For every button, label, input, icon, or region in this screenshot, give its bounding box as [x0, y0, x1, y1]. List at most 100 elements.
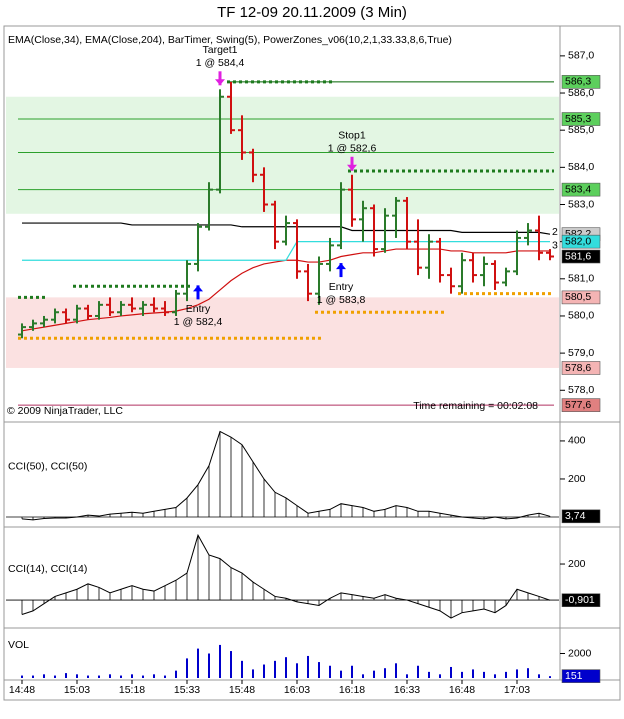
volume-bar	[65, 673, 67, 678]
volume-bar	[285, 657, 287, 678]
volume-bar	[87, 675, 89, 678]
chart-title: TF 12-09 20.11.2009 (3 Min)	[217, 4, 407, 21]
swing-label: 3	[552, 239, 558, 251]
volume-bar	[362, 674, 364, 678]
last-value-tag: 3,74	[565, 510, 586, 522]
volume-bar	[142, 675, 144, 678]
x-tick-label: 15:48	[229, 684, 255, 696]
volume-bar	[230, 651, 232, 678]
volume-bar	[417, 665, 419, 678]
panel-label: CCI(14), CCI(14)	[8, 563, 87, 575]
volume-bar	[516, 669, 518, 678]
volume-bar	[329, 665, 331, 678]
last-price-tag-box	[561, 249, 601, 264]
trade-arrow-head	[336, 263, 346, 270]
trade-label: 1 @ 584,4	[196, 57, 245, 69]
volume-bar	[21, 675, 23, 678]
volume-bar	[494, 674, 496, 678]
volume-bar	[549, 676, 551, 678]
volume-bar	[483, 671, 485, 678]
price-tag-box	[561, 112, 601, 126]
price-tag: 577,6	[565, 399, 591, 411]
y-tick-label: 587,0	[568, 50, 594, 62]
volume-bar	[274, 660, 276, 678]
last-value-tag-box	[561, 509, 601, 524]
price-tag: 583,4	[565, 183, 591, 195]
volume-bar	[538, 674, 540, 678]
cci-line	[21, 533, 551, 619]
volume-bar	[263, 664, 265, 678]
volume-bar	[428, 671, 430, 678]
volume-bar	[186, 658, 188, 678]
volume-bar	[131, 674, 133, 678]
price-tag-box	[561, 398, 601, 412]
volume-bar	[373, 670, 375, 678]
price-tag-box	[561, 182, 601, 197]
y-tick-label: 579,0	[568, 347, 594, 359]
trade-label: 1 @ 583,8	[317, 294, 366, 306]
price-tag: 586,3	[565, 76, 591, 88]
plot-layer: 587,0 586,0 585,0 584,0 583,0 582,0 581,0 580,0…	[6, 34, 601, 696]
copyright: © 2009 NinjaTrader, LLC	[7, 405, 123, 417]
volume-bar	[527, 668, 529, 678]
volume-bar	[351, 665, 353, 678]
price-tag-box	[561, 75, 601, 89]
volume-bar	[505, 671, 507, 678]
volume-bar	[241, 660, 243, 678]
volume-bar	[120, 675, 122, 678]
volume-bar	[54, 675, 56, 678]
volume-bar	[472, 669, 474, 678]
y-tick-label: 586,0	[568, 87, 594, 99]
volume-bar	[175, 670, 177, 678]
y-tick-label: 2000	[568, 647, 592, 659]
x-tick-label: 16:03	[284, 684, 310, 696]
price-tag: 578,6	[565, 362, 591, 374]
trade-arrow-head	[347, 164, 357, 171]
last-value-tag: 151	[565, 670, 583, 682]
volume-bar	[109, 674, 111, 678]
trade-label: Stop1	[338, 130, 366, 142]
volume-bar	[43, 674, 45, 678]
trade-arrow-head	[193, 285, 203, 292]
outer-frame	[3, 25, 621, 701]
y-tick-label: 583,0	[568, 198, 594, 210]
x-tick-label: 16:33	[394, 684, 420, 696]
volume-bar	[76, 674, 78, 678]
last-value-tag-box	[561, 669, 601, 683]
volume-bar	[395, 663, 397, 678]
panel-label: VOL	[8, 639, 29, 651]
last-value-tag-box	[561, 593, 601, 608]
volume-bar	[164, 675, 166, 678]
trade-arrow-head	[215, 79, 225, 86]
volume-bar	[98, 675, 100, 678]
x-tick-label: 16:18	[339, 684, 365, 696]
price-tag-box	[561, 290, 601, 305]
price-tag: 580,5	[565, 291, 591, 303]
x-tick-label: 17:03	[504, 684, 530, 696]
y-tick-label: 584,0	[568, 161, 594, 173]
y-tick-label: 581,0	[568, 273, 594, 285]
price-tag-box	[561, 361, 601, 375]
y-tick-label: 580,0	[568, 310, 594, 322]
price-tag: 582,0	[565, 235, 591, 247]
volume-bar	[450, 666, 452, 678]
volume-bar	[153, 674, 155, 678]
volume-bar	[32, 675, 34, 678]
volume-bar	[296, 663, 298, 678]
x-tick-label: 15:03	[64, 684, 90, 696]
volume-bar	[406, 674, 408, 678]
price-tag: 585,3	[565, 113, 591, 125]
x-tick-label: 15:18	[119, 684, 145, 696]
panel-label: CCI(50), CCI(50)	[8, 460, 87, 472]
y-tick-label: 578,0	[568, 384, 594, 396]
volume-bar	[197, 648, 199, 678]
swing-label: 2	[552, 226, 558, 238]
y-tick-label: 585,0	[568, 124, 594, 136]
last-price-tag: 581,6	[565, 250, 591, 262]
volume-bar	[318, 662, 320, 678]
bar-timer: Time remaining = 00:02:08	[413, 400, 538, 412]
volume-bar	[307, 655, 309, 678]
volume-bar	[208, 653, 210, 678]
